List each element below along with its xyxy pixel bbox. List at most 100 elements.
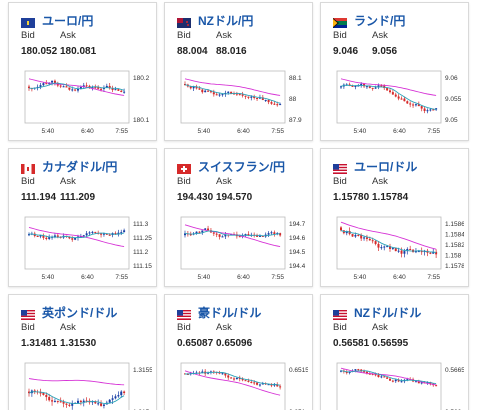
candle-body [261, 235, 264, 237]
rate-card-nzdusd[interactable]: NZドル/ドル Bid Ask 0.56581 0.56595 0.56650.… [320, 294, 469, 410]
candle-body [91, 87, 94, 89]
chart-canvas: 1.1586 1.1584 1.1582 1.158 1.1578 5:40 6:40 7:5… [336, 216, 464, 281]
pair-name-link[interactable]: ランド/円 [354, 13, 406, 28]
ask-label: Ask [60, 30, 76, 41]
candle-body [212, 232, 215, 234]
rate-card-nzdjpy[interactable]: NZドル/円 Bid Ask 88.004 88.016 88.1 88 87.9 5… [164, 2, 313, 141]
chart-canvas: 1.31551.315 [24, 362, 152, 410]
candle-body [253, 96, 256, 98]
candle-body [363, 83, 366, 87]
pair-name-link[interactable]: NZドル/ドル [354, 305, 422, 320]
candle-body [71, 238, 74, 240]
price-tick-label: 111.2 [133, 249, 149, 256]
mini-chart: 180.2 180.1 5:40 6:40 7:55 [17, 65, 152, 137]
candle-body [380, 247, 383, 249]
rate-card-audusd[interactable]: 豪ドル/ドル Bid Ask 0.65087 0.65096 0.65150.6… [164, 294, 313, 410]
pair-name-link[interactable]: スイスフラン/円 [198, 159, 285, 174]
time-tick-label: 7:55 [427, 128, 440, 135]
rate-card-eurusd[interactable]: ユーロ/ドル Bid Ask 1.15780 1.15784 1.1586 1.1… [320, 148, 469, 287]
candle-body [120, 391, 123, 396]
card-header: NZドル/ドル [333, 305, 422, 320]
time-tick-label: 6:40 [81, 128, 94, 135]
candle-body [351, 234, 354, 237]
candle-body [403, 251, 406, 254]
card-header: 豪ドル/ドル [177, 305, 262, 320]
candle-body [368, 86, 371, 88]
candle-body [360, 235, 363, 239]
candle-body [400, 250, 403, 254]
candle-body [28, 86, 30, 89]
price-tick-label: 9.06 [445, 75, 458, 82]
candle-body [406, 101, 409, 104]
candle-body [247, 380, 250, 382]
time-tick-label: 5:40 [198, 274, 211, 281]
price-tick-label: 0.5665 [445, 367, 464, 374]
candle-body [215, 233, 218, 235]
price-tick-label: 1.1586 [445, 221, 464, 228]
candle-body [279, 104, 282, 106]
candle-body [394, 379, 397, 382]
ma-line [28, 232, 125, 239]
bid-label: Bid [21, 30, 35, 41]
candle-body [340, 86, 342, 88]
candle-body [108, 234, 111, 236]
candle-body [65, 403, 68, 405]
rate-card-gbpusd[interactable]: 英ポンド/ドル Bid Ask 1.31481 1.31530 1.31551.… [8, 294, 157, 410]
pair-name-link[interactable]: 豪ドル/ドル [198, 305, 262, 320]
candle-body [256, 382, 259, 385]
candle-body [267, 384, 270, 386]
rate-card-chfjpy[interactable]: スイスフラン/円 Bid Ask 194.430 194.570 194.7 19… [164, 148, 313, 287]
candle-body [201, 230, 204, 233]
card-header: NZドル/円 [177, 13, 254, 28]
candle-body [105, 85, 108, 88]
candle-body [82, 85, 85, 88]
price-tick-label: 1.158 [445, 253, 462, 260]
candle-body [28, 234, 30, 236]
plot-frame [180, 70, 286, 124]
rate-card-cadjpy[interactable]: カナダドル/円 Bid Ask 111.194 111.209 111.3 111… [8, 148, 157, 287]
bid-label: Bid [333, 322, 347, 333]
candle-body [209, 91, 212, 93]
pair-name-link[interactable]: カナダドル/円 [42, 159, 118, 174]
bid-value: 9.046 [333, 46, 359, 57]
candle-body [28, 391, 30, 394]
candle-body [123, 391, 126, 393]
pair-name-link[interactable]: ユーロ/ドル [354, 159, 418, 174]
pair-name-link[interactable]: 英ポンド/ドル [42, 305, 118, 320]
candle-body [100, 403, 103, 406]
candle-body [371, 373, 374, 375]
candle-body [371, 240, 374, 242]
candle-body [100, 88, 103, 90]
candle-body [62, 401, 65, 404]
ca-flag-icon [21, 161, 35, 174]
candle-body [85, 400, 88, 402]
candle-body [79, 236, 82, 238]
price-tick-label: 194.7 [289, 221, 306, 228]
candle-body [417, 381, 420, 384]
candle-body [377, 374, 380, 378]
bid-value: 180.052 [21, 46, 58, 57]
candle-body [417, 104, 420, 107]
candle-body [423, 108, 426, 111]
candle-body [218, 234, 221, 237]
ma-line [340, 370, 437, 385]
candle-body [357, 234, 360, 236]
candle-body [192, 86, 195, 89]
candle-body [273, 103, 276, 105]
pair-name-link[interactable]: NZドル/円 [198, 13, 254, 28]
candle-body [253, 382, 256, 384]
rate-card-eurjpy[interactable]: ユーロ/円 Bid Ask 180.052 180.081 180.2 180.1… [8, 2, 157, 141]
candle-body [42, 392, 45, 395]
bid-label: Bid [21, 322, 35, 333]
price-tick-label: 1.1584 [445, 232, 464, 239]
candle-body [218, 94, 221, 96]
candle-body [114, 396, 117, 399]
candle-body [39, 392, 42, 394]
pair-name-link[interactable]: ユーロ/円 [42, 13, 94, 28]
candle-body [256, 97, 259, 99]
rate-card-zarjpy[interactable]: ランド/円 Bid Ask 9.046 9.056 9.06 9.055 9.05 5… [320, 2, 469, 141]
candle-body [264, 100, 267, 102]
mini-chart: 88.1 88 87.9 5:40 6:40 7:55 [173, 65, 308, 137]
candle-body [91, 231, 94, 233]
candle-body [111, 88, 114, 91]
